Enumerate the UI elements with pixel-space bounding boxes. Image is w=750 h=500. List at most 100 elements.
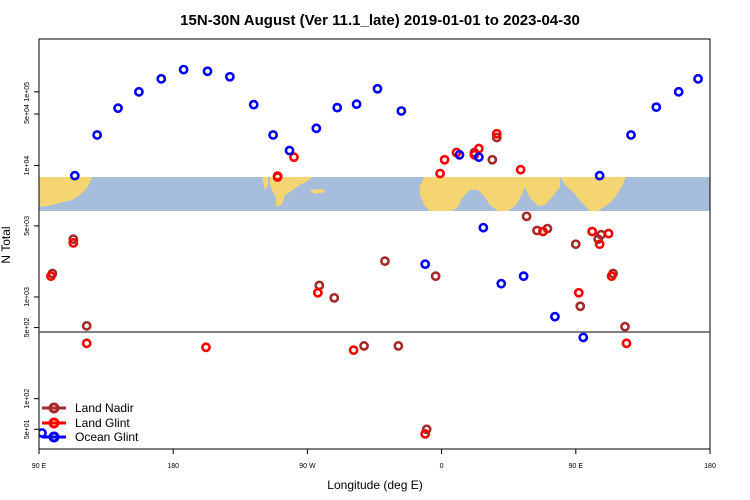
y-tick-label: 1e+02 [24, 389, 31, 409]
point-land-nadir [521, 211, 532, 222]
point-ocean-glint [473, 152, 484, 163]
point-ocean-glint [594, 170, 605, 181]
point-land-glint [594, 239, 605, 250]
y-tick-label: 1e+03 [24, 287, 31, 307]
point-land-nadir [596, 229, 607, 240]
legend-label-land-glint: Land Glint [75, 416, 130, 430]
legend-item-land-glint: Land Glint [42, 416, 130, 430]
point-ocean-glint [454, 149, 465, 160]
point-ocean-glint [626, 130, 636, 140]
legend: Land Nadir Land Glint Ocean Glint [42, 401, 139, 444]
point-land-nadir [359, 341, 369, 351]
y-tick-label: 1e+04 [24, 156, 31, 176]
point-land-glint [606, 271, 617, 282]
y-tick-label: 1e+05 [24, 82, 31, 102]
point-land-glint [312, 287, 323, 298]
point-ocean-glint [178, 64, 189, 75]
x-tick-label: 90 W [299, 463, 316, 470]
point-ocean-glint [284, 145, 295, 156]
map-land-india [560, 177, 626, 211]
legend-label-land-nadir: Land Nadir [75, 401, 134, 415]
point-land-glint [348, 345, 359, 356]
legend-item-ocean-glint: Ocean Glint [42, 430, 139, 444]
point-ocean-glint [224, 71, 235, 82]
point-land-nadir [393, 341, 404, 351]
y-tick-label: 5e+04 [24, 104, 31, 124]
point-ocean-glint [693, 73, 703, 84]
y-axis-ticks: 1e+04 5e+04 1e+05 5e+01 1e+02 5e+02 1e+03 5e+03 [24, 82, 39, 439]
point-land-nadir [68, 234, 79, 245]
point-ocean-glint [651, 102, 662, 113]
chart-title: 15N-30N August (Ver 11.1_late) 2019-01-0… [180, 12, 580, 29]
point-ocean-glint [156, 73, 167, 84]
y-axis-label: N Total [0, 226, 13, 263]
point-land-glint [81, 338, 92, 349]
legend-item-land-nadir: Land Nadir [42, 401, 134, 415]
point-land-glint [538, 226, 548, 237]
world-map-band [39, 177, 710, 211]
point-land-nadir [430, 271, 441, 282]
point-land-nadir [314, 280, 325, 291]
point-land-nadir [575, 301, 586, 312]
point-ocean-glint [496, 278, 507, 289]
data-points [39, 64, 703, 439]
legend-marker-land-glint [48, 417, 60, 429]
point-ocean-glint [202, 66, 213, 77]
point-ocean-glint [578, 332, 589, 343]
point-land-nadir [491, 132, 502, 143]
point-ocean-glint [420, 259, 431, 270]
point-ocean-glint [550, 311, 560, 322]
map-land-cuba [310, 189, 326, 194]
point-land-nadir [421, 424, 432, 435]
point-land-glint [587, 226, 598, 237]
point-land-glint [46, 271, 56, 282]
map-land-arabia [520, 177, 560, 206]
point-ocean-glint [248, 99, 259, 110]
map-land-africa [420, 177, 525, 211]
point-land-glint [289, 152, 299, 163]
map-land-mexico [270, 177, 312, 206]
point-ocean-glint [518, 271, 529, 282]
point-land-glint [201, 342, 211, 353]
point-ocean-glint [673, 86, 684, 97]
x-tick-label: 0 [440, 463, 444, 470]
point-land-nadir [329, 292, 340, 303]
point-land-nadir [570, 239, 581, 250]
point-land-glint [491, 128, 502, 139]
map-land-asia-west [39, 177, 92, 207]
y-tick-label: 5e+01 [24, 419, 31, 439]
point-ocean-glint [92, 130, 103, 140]
x-tick-label: 90 E [32, 463, 47, 470]
point-ocean-glint [268, 130, 279, 140]
point-ocean-glint [372, 83, 383, 94]
point-ocean-glint [332, 102, 343, 113]
point-land-glint [420, 429, 431, 439]
point-land-nadir [620, 321, 630, 332]
point-land-glint [439, 154, 450, 165]
point-land-glint [515, 164, 526, 175]
point-land-glint [603, 228, 614, 239]
point-ocean-glint [134, 86, 144, 97]
point-ocean-glint [113, 103, 123, 114]
point-land-glint [573, 287, 584, 298]
point-land-glint [435, 168, 446, 179]
point-land-glint [68, 237, 79, 248]
legend-marker-ocean-glint [48, 431, 60, 443]
plot-frame [38, 38, 711, 450]
point-ocean-glint [69, 170, 80, 181]
point-ocean-glint [396, 106, 407, 116]
point-ocean-glint [478, 222, 489, 233]
point-ocean-glint [39, 428, 47, 438]
legend-marker-land-nadir [48, 402, 60, 414]
point-land-nadir [81, 320, 92, 331]
point-ocean-glint [351, 99, 362, 110]
point-land-nadir [487, 154, 498, 165]
legend-label-ocean-glint: Ocean Glint [75, 430, 139, 444]
x-tick-label: 180 [167, 463, 179, 470]
point-land-nadir [380, 256, 390, 267]
x-tick-label: 90 E [569, 463, 584, 470]
point-ocean-glint [311, 123, 322, 134]
map-land-baja [262, 177, 268, 190]
x-tick-label: 180 [704, 463, 716, 470]
